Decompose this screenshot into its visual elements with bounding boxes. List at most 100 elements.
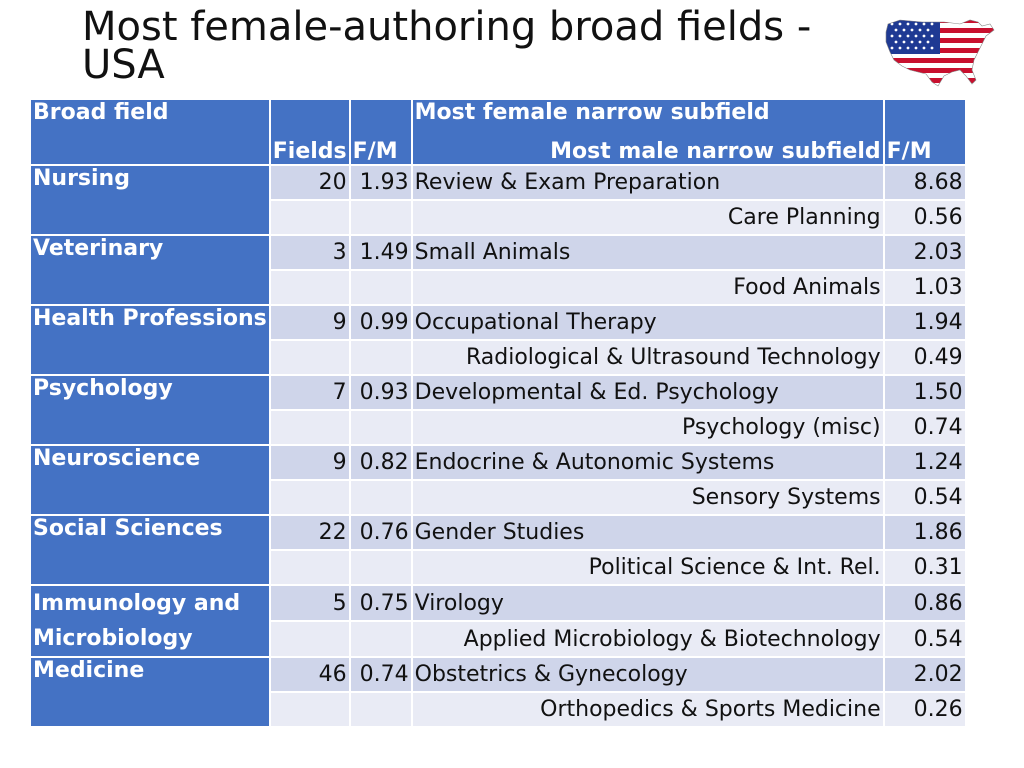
broad-field-cell: Psychology — [31, 376, 269, 444]
female-subfield: Small Animals — [412, 236, 883, 269]
broad-field-cell: Veterinary — [31, 236, 269, 304]
broad-fm: 1.49 — [350, 236, 411, 269]
fields-count: 9 — [270, 306, 349, 339]
male-subfield-fm: 0.49 — [884, 341, 965, 374]
empty-cell — [270, 411, 349, 444]
male-subfield-fm: 1.03 — [884, 271, 965, 304]
empty-cell — [350, 622, 411, 656]
fields-count: 3 — [270, 236, 349, 269]
male-subfield-fm: 0.54 — [884, 481, 965, 514]
empty-cell — [270, 201, 349, 234]
fields-count: 46 — [270, 658, 349, 691]
empty-cell — [270, 693, 349, 726]
female-subfield-fm: 8.68 — [884, 166, 965, 199]
header-male-subfield: Most male narrow subfield — [550, 139, 881, 164]
female-subfield: Obstetrics & Gynecology — [412, 658, 883, 691]
table-row: Neuroscience 9 0.82 Endocrine & Autonomi… — [31, 446, 965, 514]
empty-cell — [270, 481, 349, 514]
female-subfield: Occupational Therapy — [412, 306, 883, 339]
broad-fm: 1.93 — [350, 166, 411, 199]
empty-cell — [350, 693, 411, 726]
empty-cell — [350, 551, 411, 584]
empty-cell — [350, 411, 411, 444]
female-subfield: Virology — [412, 586, 883, 620]
broad-fm: 0.82 — [350, 446, 411, 479]
broad-field-cell: Medicine — [31, 658, 269, 726]
header-broad-field: Broad field — [31, 100, 269, 164]
empty-cell — [270, 271, 349, 304]
female-subfield-fm: 1.24 — [884, 446, 965, 479]
broad-fm: 0.75 — [350, 586, 411, 620]
fields-count: 20 — [270, 166, 349, 199]
broad-fm: 0.74 — [350, 658, 411, 691]
female-subfield: Gender Studies — [412, 516, 883, 549]
empty-cell — [270, 551, 349, 584]
header-fields: Fields — [270, 100, 349, 164]
broad-fm: 0.99 — [350, 306, 411, 339]
table-row: Health Professions 9 0.99 Occupational T… — [31, 306, 965, 374]
table-row: Radiological & Ultrasound Technology 0.4… — [31, 341, 965, 374]
table-row: Social Sciences 22 0.76 Gender Studies 1… — [31, 516, 965, 584]
table-row: Orthopedics & Sports Medicine 0.26 — [31, 693, 965, 726]
fields-count: 5 — [270, 586, 349, 620]
empty-cell — [350, 341, 411, 374]
table-header-row: Broad field Fields F/M Most female narro… — [31, 100, 965, 164]
male-subfield: Care Planning — [412, 201, 883, 234]
header-subfields: Most female narrow subfield Most male na… — [412, 100, 883, 164]
table-row: Applied Microbiology & Biotechnology 0.5… — [31, 622, 965, 656]
broad-field-cell: Social Sciences — [31, 516, 269, 584]
male-subfield: Sensory Systems — [412, 481, 883, 514]
broad-field-cell: Nursing — [31, 166, 269, 234]
male-subfield: Orthopedics & Sports Medicine — [412, 693, 883, 726]
male-subfield-fm: 0.31 — [884, 551, 965, 584]
empty-cell — [350, 481, 411, 514]
empty-cell — [270, 341, 349, 374]
table-row: Psychology (misc) 0.74 — [31, 411, 965, 444]
female-subfield: Review & Exam Preparation — [412, 166, 883, 199]
female-subfield: Endocrine & Autonomic Systems — [412, 446, 883, 479]
female-subfield-fm: 2.03 — [884, 236, 965, 269]
male-subfield: Political Science & Int. Rel. — [412, 551, 883, 584]
male-subfield: Applied Microbiology & Biotechnology — [412, 622, 883, 656]
table-row: Immunology and Microbiology 5 0.75 Virol… — [31, 586, 965, 656]
table-row: Nursing 20 1.93 Review & Exam Preparatio… — [31, 166, 965, 234]
header-female-subfield: Most female narrow subfield — [414, 100, 770, 125]
table-row: Care Planning 0.56 — [31, 201, 965, 234]
male-subfield: Food Animals — [412, 271, 883, 304]
broad-field-cell: Health Professions — [31, 306, 269, 374]
female-subfield-fm: 1.50 — [884, 376, 965, 409]
header-fm: F/M — [350, 100, 411, 164]
broad-field-label: Immunology and Microbiology — [33, 591, 241, 651]
table-row: Political Science & Int. Rel. 0.31 — [31, 551, 965, 584]
male-subfield: Psychology (misc) — [412, 411, 883, 444]
female-subfield-fm: 1.86 — [884, 516, 965, 549]
broad-fm: 0.76 — [350, 516, 411, 549]
table-row: Food Animals 1.03 — [31, 271, 965, 304]
fields-table: Broad field Fields F/M Most female narro… — [29, 98, 967, 728]
male-subfield-fm: 0.74 — [884, 411, 965, 444]
broad-field-cell: Neuroscience — [31, 446, 269, 514]
fields-count: 7 — [270, 376, 349, 409]
fields-count: 22 — [270, 516, 349, 549]
empty-cell — [270, 622, 349, 656]
female-subfield-fm: 0.86 — [884, 586, 965, 620]
female-subfield-fm: 1.94 — [884, 306, 965, 339]
male-subfield-fm: 0.54 — [884, 622, 965, 656]
male-subfield-fm: 0.26 — [884, 693, 965, 726]
broad-field-cell: Immunology and Microbiology — [31, 586, 269, 656]
empty-cell — [350, 271, 411, 304]
fields-count: 9 — [270, 446, 349, 479]
male-subfield: Radiological & Ultrasound Technology — [412, 341, 883, 374]
table-row: Sensory Systems 0.54 — [31, 481, 965, 514]
table-row: Veterinary 3 1.49 Small Animals 2.03 — [31, 236, 965, 304]
header-subfield-fm: F/M — [884, 100, 965, 164]
male-subfield-fm: 0.56 — [884, 201, 965, 234]
broad-fm: 0.93 — [350, 376, 411, 409]
empty-cell — [350, 201, 411, 234]
table-row: Medicine 46 0.74 Obstetrics & Gynecology… — [31, 658, 965, 726]
usa-flag-map-icon — [885, 19, 995, 87]
page-title: Most female-authoring broad fields - USA — [82, 4, 812, 88]
female-subfield: Developmental & Ed. Psychology — [412, 376, 883, 409]
female-subfield-fm: 2.02 — [884, 658, 965, 691]
table-row: Psychology 7 0.93 Developmental & Ed. Ps… — [31, 376, 965, 444]
